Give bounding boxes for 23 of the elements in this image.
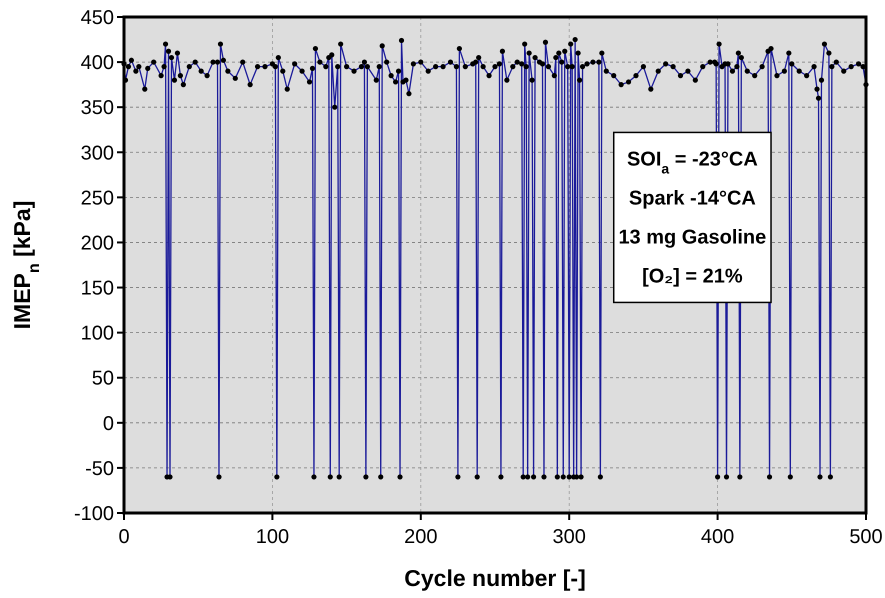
y-tick-label: -100 <box>74 503 114 525</box>
x-tick-label: 200 <box>404 526 438 548</box>
x-tick-label: 500 <box>849 526 883 548</box>
y-tick-label: 250 <box>80 187 114 210</box>
annotation: [O₂] = 21% <box>642 265 743 288</box>
y-tick-label: 450 <box>80 7 114 29</box>
y-tick-label: 100 <box>80 322 114 345</box>
y-tick-label: 400 <box>80 52 114 74</box>
annotation: Spark -14°CA <box>628 187 756 210</box>
y-tick-label: 50 <box>92 368 114 390</box>
annotation: 13 mg Gasoline <box>618 226 766 248</box>
y-tick-label: 0 <box>102 412 114 435</box>
y-tick-label: -50 <box>85 458 114 480</box>
x-tick-label: 400 <box>700 526 734 548</box>
x-axis-title: Cycle number [-] <box>404 565 586 591</box>
y-tick-label: 200 <box>80 232 114 254</box>
x-tick-label: 100 <box>256 526 290 548</box>
x-tick-label: 300 <box>552 526 586 548</box>
y-tick-label: 350 <box>80 97 114 120</box>
x-tick-label: 0 <box>118 526 130 548</box>
y-tick-label: 150 <box>80 278 114 300</box>
annotation: SOI$_{a}$ = -23°CA <box>626 148 758 176</box>
y-tick-label: 300 <box>80 142 114 164</box>
